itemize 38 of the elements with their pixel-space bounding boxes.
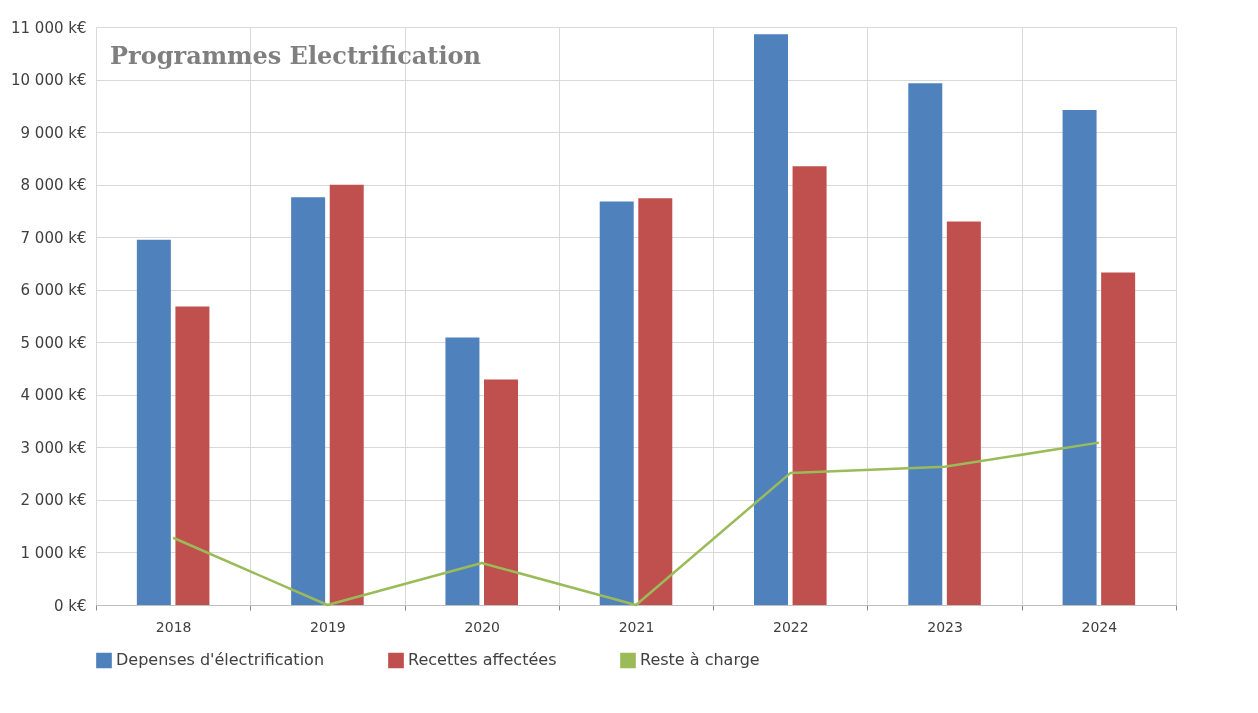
legend-label: Reste à charge <box>640 650 760 670</box>
text: Programmes Electrification <box>110 41 482 70</box>
bar <box>329 184 364 605</box>
bar <box>136 239 171 605</box>
y-tick-label: 7 000 k€ <box>20 228 87 247</box>
y-tick-label: 0 k€ <box>53 596 87 615</box>
x-tick-label: 2024 <box>1081 618 1118 635</box>
y-tick-label: 4 000 k€ <box>20 386 87 405</box>
bar <box>175 306 210 605</box>
bar <box>1101 272 1136 605</box>
bar <box>638 198 673 605</box>
y-tick-label: 10 000 k€ <box>11 71 87 90</box>
bar <box>291 197 326 605</box>
y-tick-label: 6 000 k€ <box>20 281 87 300</box>
y-tick-label: 11 000 k€ <box>11 18 87 37</box>
x-tick-label: 2021 <box>618 618 655 635</box>
x-tick-label: 2018 <box>155 618 192 635</box>
line-series <box>171 441 1101 607</box>
y-tick-label: 5 000 k€ <box>20 333 87 352</box>
bar <box>754 34 788 605</box>
y-tick-label: 3 000 k€ <box>20 438 87 457</box>
bar <box>792 166 827 605</box>
x-tick-label: 2022 <box>772 618 809 635</box>
bar <box>599 201 634 605</box>
bar <box>946 221 981 605</box>
bar <box>484 379 518 605</box>
y-tick-label: 2 000 k€ <box>20 491 87 510</box>
y-tick-label: 9 000 k€ <box>20 123 87 142</box>
y-tick-label: 1 000 k€ <box>20 543 87 562</box>
bar <box>908 83 943 605</box>
legend-label: Depenses d'électrification <box>116 650 325 670</box>
x-tick-label: 2019 <box>310 618 346 635</box>
legend-label: Recettes affectées <box>408 650 557 670</box>
x-tick-label: 2020 <box>464 618 501 635</box>
bar <box>445 337 480 605</box>
y-tick-label: 8 000 k€ <box>20 176 87 195</box>
x-tick-label: 2023 <box>927 618 963 635</box>
bar <box>1062 110 1097 605</box>
